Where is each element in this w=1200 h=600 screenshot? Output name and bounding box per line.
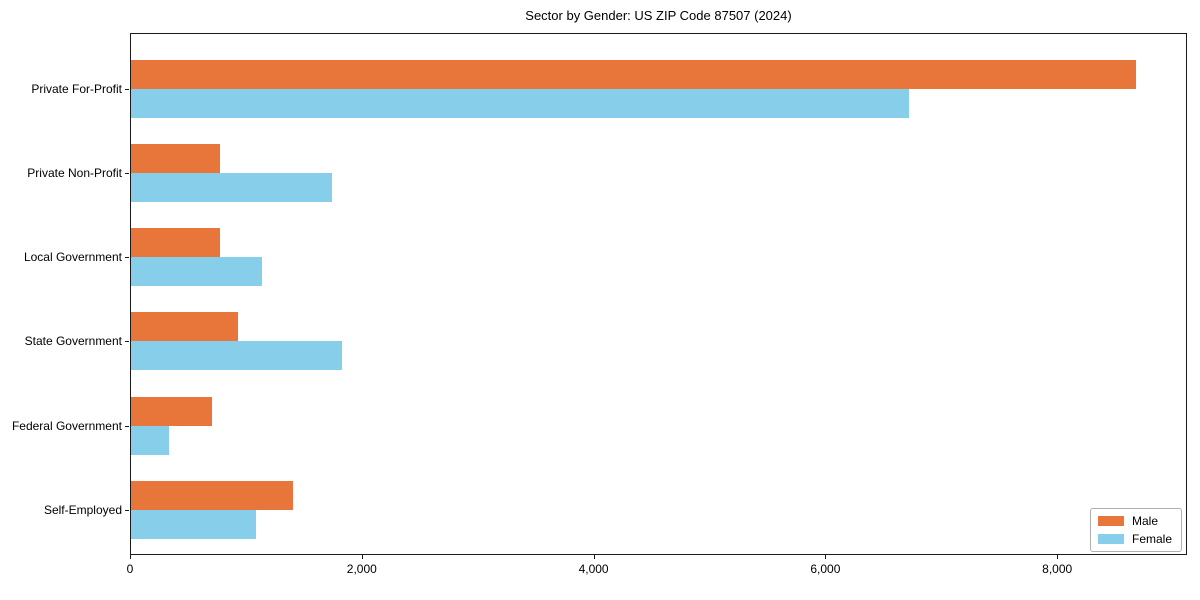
x-tick-6000 <box>825 555 827 559</box>
legend-label-female: Female <box>1132 532 1173 546</box>
y-tick-private-for-profit <box>125 88 129 90</box>
y-axis-label-local-government: Local Government <box>23 250 122 265</box>
legend-swatch-female <box>1098 534 1124 544</box>
bar-male-state-government <box>131 312 238 342</box>
y-tick-self-employed <box>125 510 129 511</box>
x-tick-4000 <box>593 555 595 559</box>
x-tick-label-6000: 6,000 <box>810 562 841 576</box>
y-tick-private-non-profit <box>125 172 129 174</box>
bar-female-local-government <box>131 257 263 287</box>
y-axis-label-self-employed: Self-Employed <box>43 503 122 517</box>
bar-female-federal-government <box>131 425 170 455</box>
y-tick-local-government <box>125 257 129 259</box>
bar-male-federal-government <box>131 396 213 426</box>
y-axis-label-private-for-profit: Private For-Profit <box>31 81 122 96</box>
y-axis-label-private-non-profit: Private Non-Profit <box>27 165 122 180</box>
y-axis-label-federal-government: Federal Government <box>11 418 122 433</box>
legend-swatch-male <box>1098 516 1124 526</box>
x-tick-0 <box>130 555 131 559</box>
legend-item-male: Male <box>1098 514 1172 528</box>
bar-male-local-government <box>131 228 221 258</box>
bar-male-private-for-profit <box>131 59 1136 89</box>
x-tick-label-0: 0 <box>126 562 134 576</box>
y-tick-state-government <box>125 341 129 343</box>
plot-area <box>130 33 1187 555</box>
bar-male-private-non-profit <box>131 143 221 173</box>
bar-female-private-non-profit <box>131 172 332 202</box>
bar-female-self-employed <box>131 510 257 539</box>
x-tick-label-2000: 2,000 <box>346 562 377 576</box>
y-tick-federal-government <box>125 425 129 427</box>
x-tick-8000 <box>1057 555 1059 559</box>
bar-female-state-government <box>131 341 343 371</box>
legend-item-female: Female <box>1098 532 1172 546</box>
bar-female-private-for-profit <box>131 88 909 118</box>
chart-title: Sector by Gender: US ZIP Code 87507 (202… <box>525 8 792 23</box>
y-axis-label-state-government: State Government <box>24 334 122 349</box>
legend: Male Female <box>1090 508 1183 552</box>
x-tick-label-4000: 4,000 <box>578 562 609 576</box>
bar-male-self-employed <box>131 481 294 510</box>
x-tick-label-8000: 8,000 <box>1042 562 1073 576</box>
x-tick-2000 <box>361 555 363 559</box>
legend-label-male: Male <box>1132 514 1159 528</box>
